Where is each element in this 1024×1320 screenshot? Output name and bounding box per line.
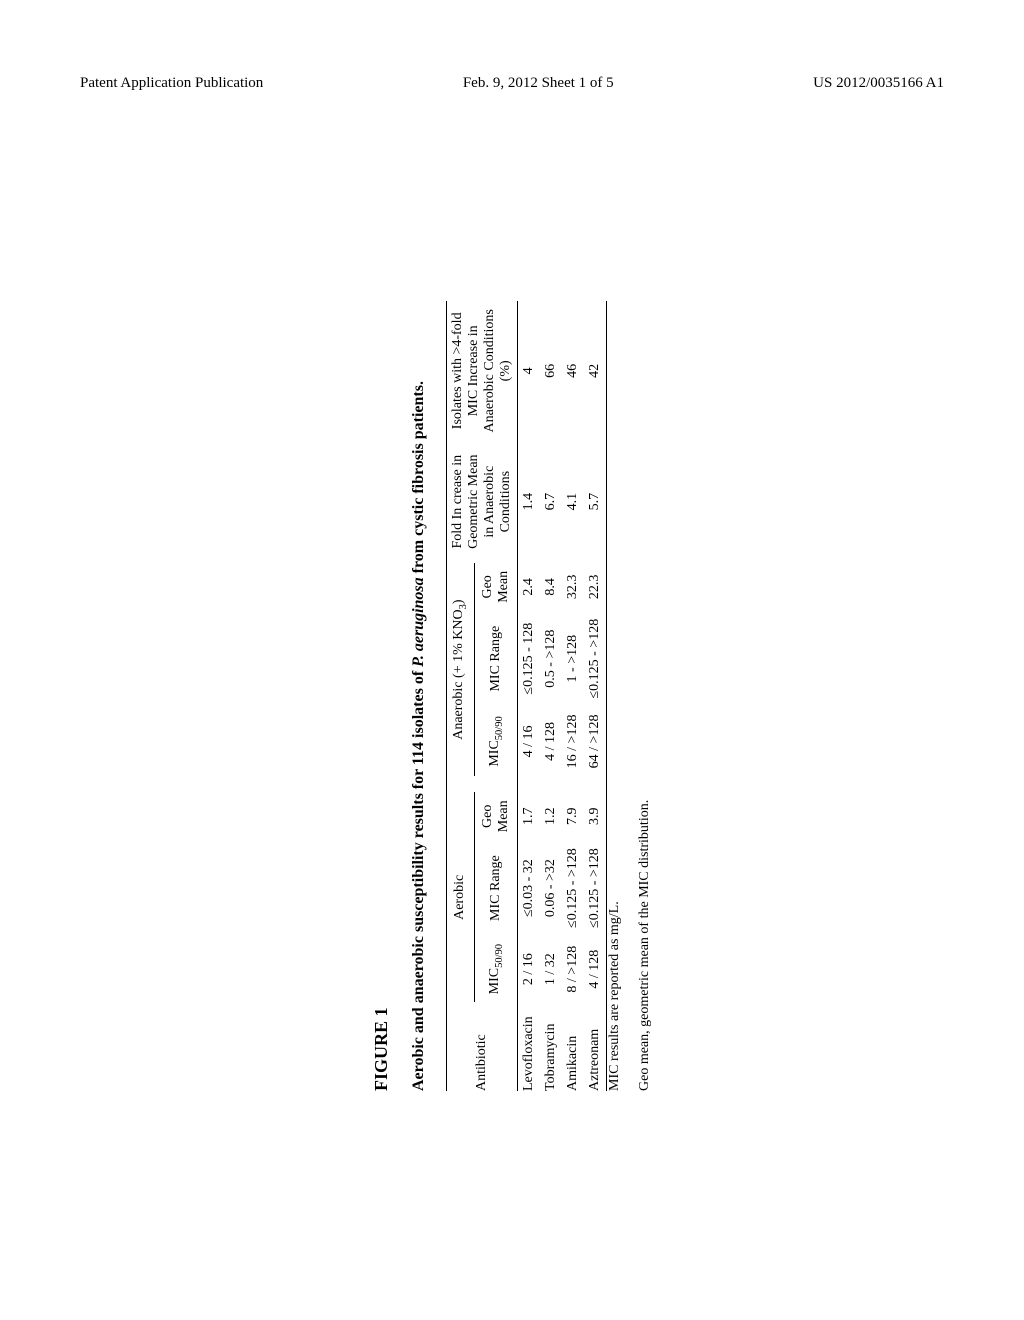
spacer-cell [518,776,541,792]
cell-name: Amikacin [562,1002,584,1091]
spacer-cell [562,776,584,792]
cell-name: Aztreonam [584,1002,607,1091]
th-aer-range: MIC Range [474,840,517,936]
figure-content: FIGURE 1 Aerobic and anaerobic susceptib… [80,180,944,1180]
cell-iso: 66 [540,301,562,440]
cell-aer-geo: 3.9 [584,792,607,840]
mic5090-pre: MIC [487,968,502,994]
th-anaerobic-group: Anaerobic (+ 1% KNO3) [447,563,475,776]
spacer2 [474,776,517,792]
table-row: Tobramycin 1 / 32 0.06 - >32 1.2 4 / 128… [540,301,562,1091]
header-left: Patent Application Publication [80,75,263,92]
th-ana-geo: Geo Mean [474,563,517,611]
header-right: US 2012/0035166 A1 [813,75,944,92]
cell-ana-range: 1 - >128 [562,611,584,707]
cell-fold: 5.7 [584,440,607,562]
cell-aer-range: 0.06 - >32 [540,840,562,936]
cell-aer-mic: 1 / 32 [540,936,562,1002]
th-ana-mic5090: MIC50/90 [474,707,517,777]
figure-title: Aerobic and anaerobic susceptibility res… [410,151,428,1091]
page-header: Patent Application Publication Feb. 9, 2… [0,75,1024,92]
geo-l1b: Geo [480,575,495,598]
th-fold: Fold In crease in Geometric Mean in Anae… [447,440,518,562]
cell-aer-mic: 2 / 16 [518,936,541,1002]
spacer-cell [584,776,607,792]
spacer-cell [540,776,562,792]
anaerobic-post: ) [451,599,466,604]
cell-ana-mic: 16 / >128 [562,707,584,777]
mic5090-sub: 50/90 [494,944,505,968]
th-aer-mic5090: MIC50/90 [474,936,517,1002]
fold-l4: Conditions [498,471,513,532]
th-aerobic-group: Aerobic [447,792,475,1002]
cell-fold: 4.1 [562,440,584,562]
cell-iso: 4 [518,301,541,440]
geo-l2b: Mean [496,571,511,603]
header-row-1: Antibiotic Aerobic Anaerobic (+ 1% KNO3)… [447,301,475,1091]
cell-ana-mic: 4 / 16 [518,707,541,777]
spacer [447,776,475,792]
cell-aer-geo: 1.7 [518,792,541,840]
cell-ana-range: ≤0.125 - >128 [584,611,607,707]
cell-ana-mic: 4 / 128 [540,707,562,777]
fold-l1: Fold In crease in [450,455,465,549]
cell-aer-range: ≤0.125 - >128 [584,840,607,936]
cell-aer-mic: 8 / >128 [562,936,584,1002]
cell-aer-range: ≤0.03 - 32 [518,840,541,936]
cell-ana-geo: 2.4 [518,563,541,611]
footnote-2: Geo mean, geometric mean of the MIC dist… [637,151,653,1091]
cell-aer-mic: 4 / 128 [584,936,607,1002]
iso-l3: Anaerobic Conditions [482,309,497,432]
anaerobic-sub: 3 [458,604,469,609]
cell-ana-range: ≤0.125 - 128 [518,611,541,707]
cell-iso: 42 [584,301,607,440]
figure-label: FIGURE 1 [371,151,392,1091]
table-row: Levofloxacin 2 / 16 ≤0.03 - 32 1.7 4 / 1… [518,301,541,1091]
footnote-1: MIC results are reported as mg/L. [607,151,623,1091]
mic5090-pre2: MIC [487,740,502,766]
table-row: Amikacin 8 / >128 ≤0.125 - >128 7.9 16 /… [562,301,584,1091]
mic5090-sub2: 50/90 [494,716,505,740]
anaerobic-pre: Anaerobic (+ 1% KNO [451,609,466,739]
cell-ana-geo: 22.3 [584,563,607,611]
iso-l4: (%) [498,360,513,381]
cell-aer-geo: 1.2 [540,792,562,840]
susceptibility-table: Antibiotic Aerobic Anaerobic (+ 1% KNO3)… [446,301,607,1091]
cell-name: Tobramycin [540,1002,562,1091]
cell-fold: 6.7 [540,440,562,562]
title-prefix: Aerobic and anaerobic susceptibility res… [410,667,427,1091]
table-row: Aztreonam 4 / 128 ≤0.125 - >128 3.9 64 /… [584,301,607,1091]
cell-ana-range: 0.5 - >128 [540,611,562,707]
cell-iso: 46 [562,301,584,440]
cell-aer-range: ≤0.125 - >128 [562,840,584,936]
cell-ana-geo: 32.3 [562,563,584,611]
th-iso: Isolates with >4-fold MIC Increase in An… [447,301,518,440]
header-center: Feb. 9, 2012 Sheet 1 of 5 [463,75,614,92]
title-italic: P. aeruginosa [410,577,427,667]
fold-l2: Geometric Mean [466,454,481,548]
iso-l1: Isolates with >4-fold [450,312,465,429]
cell-fold: 1.4 [518,440,541,562]
rotated-figure: FIGURE 1 Aerobic and anaerobic susceptib… [371,151,653,1091]
th-aer-geo: Geo Mean [474,792,517,840]
geo-l2: Mean [496,800,511,832]
th-ana-range: MIC Range [474,611,517,707]
geo-l1: Geo [480,805,495,828]
cell-name: Levofloxacin [518,1002,541,1091]
cell-aer-geo: 7.9 [562,792,584,840]
title-suffix: from cystic fibrosis patients. [410,381,427,577]
cell-ana-geo: 8.4 [540,563,562,611]
iso-l2: MIC Increase in [466,325,481,416]
cell-ana-mic: 64 / >128 [584,707,607,777]
th-antibiotic: Antibiotic [447,1002,518,1091]
fold-l3: in Anaerobic [482,466,497,538]
